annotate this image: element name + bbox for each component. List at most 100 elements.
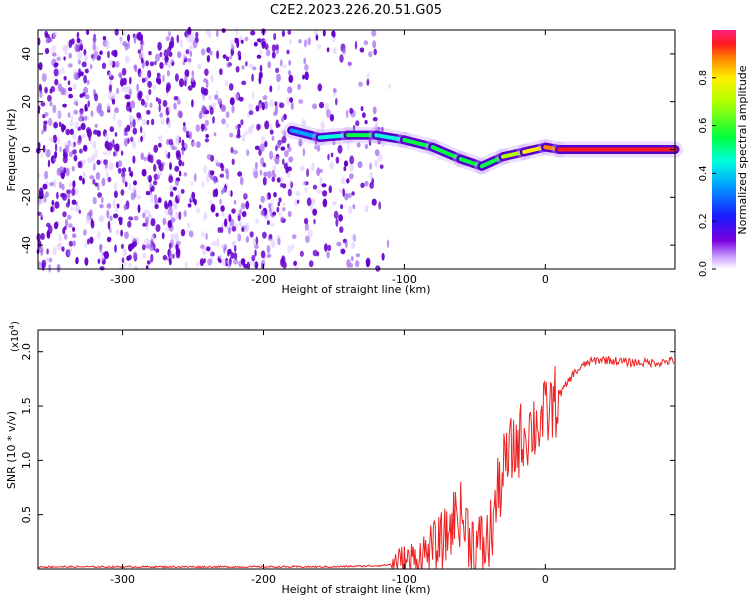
spectrogram-cell	[136, 236, 140, 244]
spectrogram-cell	[372, 117, 378, 122]
spectrogram-cell	[255, 105, 260, 112]
spectrogram-cell	[168, 138, 174, 146]
spectrogram-cell	[69, 120, 74, 127]
spectrogram-cell	[80, 133, 86, 139]
spectrogram-cell	[40, 249, 44, 256]
spectrogram-cell	[141, 77, 146, 83]
spectrogram-cell	[70, 115, 74, 122]
spectrogram-cell	[92, 178, 96, 185]
spectrogram-cell	[364, 143, 369, 150]
spectrogram-cell	[140, 70, 144, 79]
spectrogram-cell	[114, 107, 119, 114]
spectrogram-cell	[142, 212, 146, 218]
spectrogram-cell	[178, 211, 182, 220]
spectrogram-cell	[170, 217, 176, 223]
spectrogram-cell	[335, 97, 338, 106]
spectrogram-cell	[48, 264, 52, 273]
spectrogram-cell	[87, 238, 90, 245]
spectrogram-cell	[177, 51, 182, 59]
spectrogram-cell	[63, 76, 67, 81]
spectrogram-cell	[351, 233, 356, 240]
spectrogram-cell	[287, 86, 293, 94]
spectrogram-cell	[128, 166, 131, 173]
spectrogram-cell	[269, 99, 275, 108]
y-tick-label: 40	[20, 47, 33, 61]
spectrogram-cell	[312, 103, 318, 110]
spectrogram-cell	[259, 49, 263, 55]
spectrogram-cell	[109, 215, 113, 221]
spectrogram-cell	[61, 124, 67, 131]
spectrogram-cell	[99, 266, 105, 271]
spectrogram-cell	[179, 39, 183, 48]
spectrogram-cell	[302, 180, 307, 187]
spectrogram-cell	[343, 166, 347, 172]
spectrogram-cell	[221, 187, 227, 193]
spectrogram-cell	[42, 144, 46, 153]
spectrogram-cell	[68, 223, 73, 228]
spectrogram-cell	[212, 102, 216, 110]
spectrogram-cell	[267, 170, 272, 179]
spectrogram-cell	[51, 45, 57, 52]
spectrogram-cell	[254, 218, 260, 225]
spectrogram-cell	[360, 182, 365, 188]
spectrogram-cell	[378, 201, 382, 210]
spectrogram-cell	[366, 78, 370, 86]
spectrogram-cell	[248, 63, 254, 69]
spectrogram-cell	[224, 218, 228, 228]
spectrogram-cell	[379, 164, 384, 169]
spectrogram-cell	[133, 215, 139, 221]
spectrogram-cell	[107, 90, 113, 100]
spectrogram-cell	[329, 114, 335, 122]
spectrogram-cell	[234, 92, 239, 100]
spectrogram-cell	[72, 83, 77, 90]
spectrogram-cell	[248, 103, 253, 111]
spectrogram-cell	[168, 242, 172, 250]
spectrogram-cell	[112, 92, 116, 100]
spectrogram-cell	[154, 60, 157, 66]
spectrogram-cell	[51, 199, 55, 206]
spectrogram-cell	[221, 118, 226, 125]
spectrogram-cell	[338, 214, 343, 222]
spectrogram-cell	[71, 199, 77, 205]
spectrogram-cell	[240, 258, 246, 266]
spectrogram-cell	[280, 59, 283, 67]
y-tick-label: 0	[20, 146, 33, 153]
spectrogram-cell	[287, 29, 292, 35]
spectrogram-cell	[312, 208, 318, 216]
spectrogram-cell	[45, 37, 51, 44]
spectrogram-cell	[193, 173, 197, 182]
spectrogram-cell	[322, 190, 328, 197]
spectrogram-cell	[199, 110, 203, 116]
spectrogram-cell	[288, 74, 294, 84]
spectrogram-cell	[104, 132, 110, 141]
spectrogram-cell	[56, 263, 61, 273]
spectrogram-cell	[264, 120, 270, 130]
spectrogram-cell	[52, 104, 57, 114]
spectrogram-cell	[173, 96, 179, 101]
spectrogram-cell	[168, 42, 173, 51]
spectrogram-cell	[236, 38, 240, 47]
spectrogram-cell	[240, 202, 246, 210]
spectrogram-cell	[200, 48, 206, 56]
spectrogram-cell	[196, 141, 201, 148]
spectrogram-cell	[266, 253, 272, 258]
spectrogram-cell	[204, 119, 209, 127]
spectrogram-cell	[195, 124, 200, 132]
spectrogram-cell	[266, 244, 271, 254]
spectrogram-cell	[105, 170, 109, 179]
spectrogram-cell	[168, 220, 172, 227]
spectrogram-cell	[124, 55, 130, 64]
x-tick-label: -100	[392, 273, 417, 286]
spectrogram-cell	[175, 211, 179, 220]
colorbar-tick-label: 0.8	[698, 70, 709, 86]
spectrogram-cell	[108, 84, 112, 94]
spectrogram-cell	[200, 244, 205, 249]
spectrogram-cell	[78, 116, 83, 122]
snr-multiplier-close: )	[10, 321, 21, 325]
spectrogram-cell	[282, 207, 286, 212]
spectrogram-cell	[113, 151, 116, 157]
spectrogram-cell	[235, 125, 238, 130]
spectrogram-cell	[229, 97, 235, 106]
spectrogram-cell	[133, 265, 139, 271]
spectrogram-cell	[63, 56, 66, 61]
